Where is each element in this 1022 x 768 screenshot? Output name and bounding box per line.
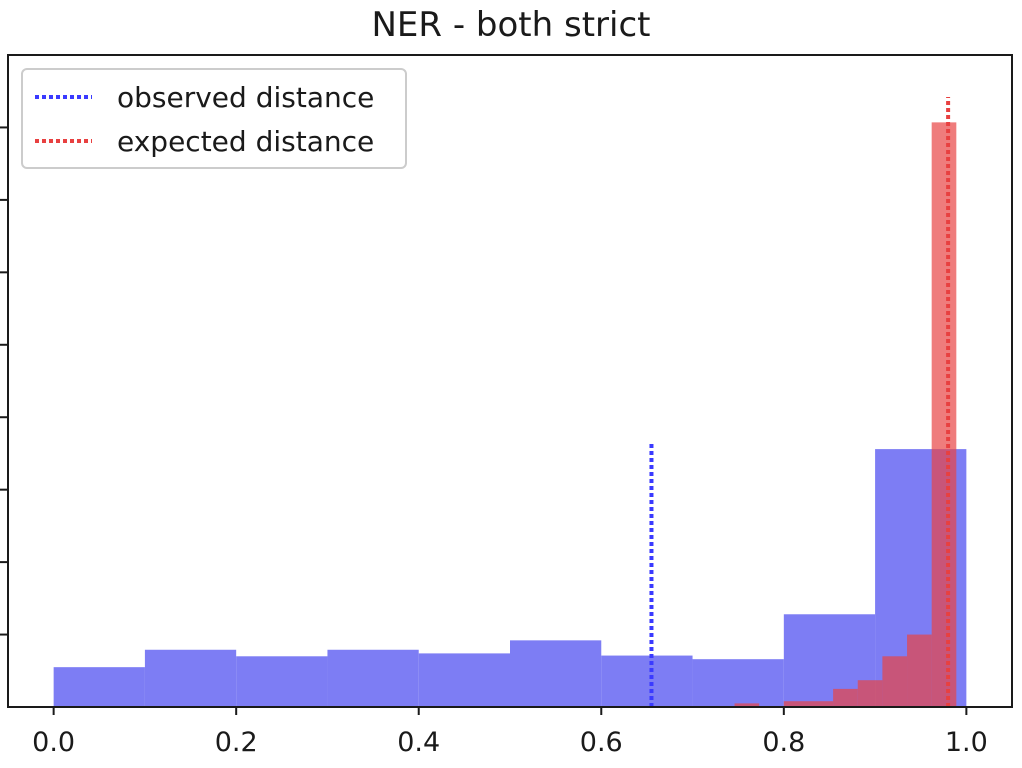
x-tick-label: 1.0 — [945, 727, 988, 758]
x-tick-label: 0.4 — [397, 727, 440, 758]
plot-frame — [7, 54, 1013, 708]
bars-layer — [53, 122, 967, 708]
histogram-bar-series2-4 — [833, 688, 858, 707]
histogram-bar-series1-1 — [53, 667, 145, 707]
legend-label-observed: observed distance — [117, 81, 374, 114]
reference-lines — [649, 97, 951, 707]
histogram-bar-series2-7 — [907, 634, 932, 707]
histogram-bar-series1-7 — [601, 655, 693, 707]
histogram-bar-series1-5 — [418, 653, 510, 707]
histogram-bar-series2-8 — [931, 122, 957, 708]
x-tick-label: 0.0 — [32, 727, 75, 758]
x-tick-label: 0.6 — [580, 727, 623, 758]
histogram-bar-series1-8 — [692, 659, 784, 707]
histogram-bar-series2-1 — [734, 703, 760, 707]
histogram-bar-series2-6 — [882, 656, 908, 707]
x-tick-label: 0.8 — [762, 727, 805, 758]
histogram-bar-series1-2 — [144, 649, 237, 707]
histogram-bar-series2-5 — [857, 680, 883, 707]
x-tick-label: 0.2 — [215, 727, 258, 758]
histogram-bar-series2-3 — [808, 701, 834, 707]
histogram-bar-series2-2 — [783, 701, 809, 707]
chart-title: NER - both strict — [372, 5, 651, 45]
histogram-bar-series1-3 — [236, 656, 328, 707]
axis-ticks: 0.0 0.2 0.4 0.6 0.8 1.0 — [0, 126, 988, 758]
histogram-bar-series1-4 — [327, 649, 419, 707]
legend-label-expected: expected distance — [117, 125, 374, 158]
legend-box — [21, 68, 407, 169]
histogram-bar-series1-6 — [510, 640, 602, 707]
legend: observed distance expected distance — [21, 68, 407, 169]
